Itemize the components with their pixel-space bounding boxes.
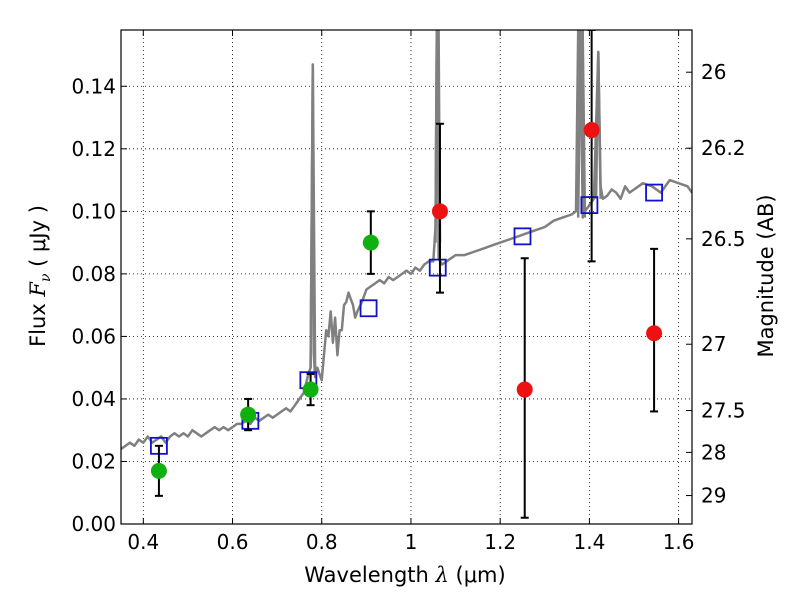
y2-tick-label: 27 bbox=[701, 332, 726, 356]
x-tick-label: 0.6 bbox=[217, 530, 249, 554]
plot-area bbox=[121, 30, 692, 519]
plot-frame bbox=[120, 29, 693, 525]
model-photometry-box bbox=[359, 299, 378, 318]
y2-tick-label: 27.5 bbox=[701, 399, 746, 423]
y-tick-label: 0.00 bbox=[71, 512, 116, 536]
red-data-point bbox=[583, 122, 600, 139]
x-tick-label: 0.4 bbox=[127, 530, 159, 554]
lambda-symbol: λ bbox=[435, 563, 449, 587]
y2-tick-label: 26 bbox=[701, 60, 726, 84]
model-photometry-box bbox=[513, 227, 532, 246]
y-axis-label: Flux Fν ( μJy ) bbox=[26, 205, 54, 347]
green-data-point bbox=[302, 381, 319, 398]
green-data-point bbox=[362, 234, 379, 251]
flux-symbol: F bbox=[26, 281, 50, 298]
y2-tick-label: 26.2 bbox=[701, 136, 746, 160]
emission-line-spike bbox=[594, 51, 602, 199]
y-tick-label: 0.12 bbox=[71, 137, 116, 161]
model-photometry-box bbox=[645, 183, 663, 202]
x-axis-label: Wavelength λ (μm) bbox=[304, 563, 505, 587]
green-data-point bbox=[240, 406, 257, 423]
grid bbox=[121, 30, 692, 524]
red-data-point bbox=[516, 381, 533, 398]
x-tick-label: 1.2 bbox=[484, 530, 516, 554]
x-tick-label: 1.4 bbox=[573, 530, 605, 554]
y-tick-label: 0.10 bbox=[71, 199, 116, 223]
ticks: 0.4 0.6 0.8 1 1.2 1.4 1.6 0.00 0.02 0.04 0.06 0.08 0… bbox=[71, 30, 746, 554]
model-photometry-box bbox=[580, 196, 599, 214]
emission-line-spike bbox=[434, 30, 442, 243]
x-tick-label: 1 bbox=[405, 530, 418, 554]
green-data-point bbox=[150, 462, 167, 479]
model-spectrum-line bbox=[121, 30, 692, 451]
emission-line-spike bbox=[309, 64, 317, 368]
y-tick-label: 0.04 bbox=[71, 387, 116, 411]
y2-tick-label: 26.5 bbox=[701, 227, 746, 251]
x-tick-label: 1.6 bbox=[663, 530, 695, 554]
nu-subscript: ν bbox=[38, 273, 54, 282]
y-tick-label: 0.14 bbox=[71, 74, 116, 98]
model-photometry-box bbox=[428, 258, 447, 277]
y-tick-label: 0.08 bbox=[71, 262, 116, 286]
y2-axis-label: Magnitude (AB) bbox=[754, 194, 778, 357]
red-data-point bbox=[431, 203, 448, 220]
red-data-point bbox=[646, 325, 663, 342]
emission-line-spike bbox=[576, 30, 587, 218]
x-tick-label: 0.8 bbox=[306, 530, 338, 554]
y-tick-label: 0.06 bbox=[71, 324, 116, 348]
y2-tick-label: 28 bbox=[701, 440, 726, 464]
y-tick-label: 0.02 bbox=[71, 449, 116, 473]
y2-tick-label: 29 bbox=[701, 484, 726, 508]
